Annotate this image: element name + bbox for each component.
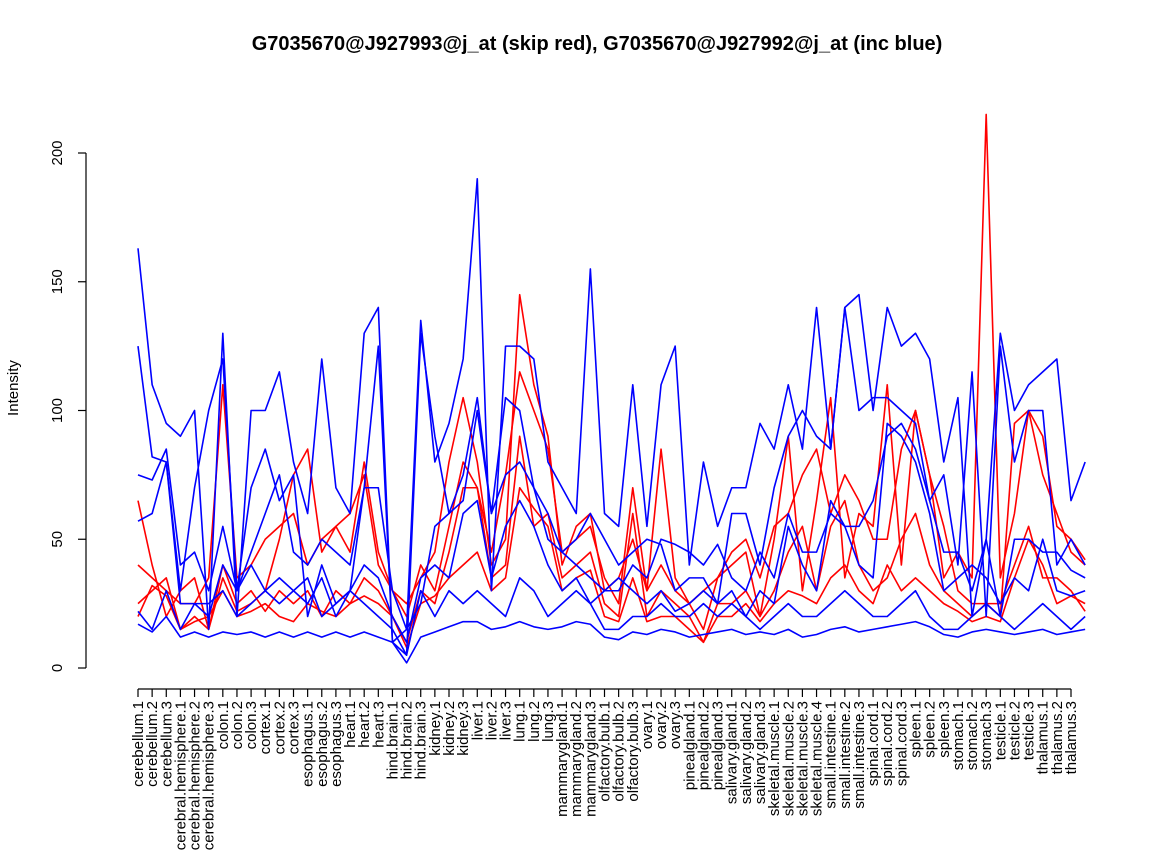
x-tick-label: colon.2 — [229, 701, 246, 749]
x-tick-label: olfactory.bulb.3 — [625, 701, 642, 802]
x-tick-label: small.intestine.2 — [837, 701, 854, 809]
x-tick-label: olfactory.bulb.1 — [597, 701, 614, 802]
x-tick-label: heart.3 — [370, 701, 387, 748]
x-tick-label: thalamus.1 — [1035, 701, 1052, 774]
x-tick-label: esophagus.1 — [300, 701, 317, 787]
x-axis: cerebellum.1cerebellum.2cerebellum.3cere… — [130, 688, 1080, 850]
x-tick-label: cortex.3 — [286, 701, 303, 754]
chart-title: G7035670@J927993@j_at (skip red), G70356… — [252, 33, 943, 55]
x-tick-label: esophagus.2 — [314, 701, 331, 787]
x-tick-label: cerebral.hemisphere.3 — [201, 701, 218, 850]
x-tick-label: skeletal.muscle.2 — [780, 701, 797, 816]
x-tick-label: heart.2 — [356, 701, 373, 748]
x-tick-label: spinal.cord.3 — [893, 701, 910, 786]
x-tick-label: testicle.1 — [992, 701, 1009, 760]
x-tick-label: spinal.cord.1 — [865, 701, 882, 786]
x-tick-label: cerebral.hemisphere.1 — [172, 701, 189, 850]
x-tick-label: colon.3 — [243, 701, 260, 749]
x-tick-label: thalamus.2 — [1049, 701, 1066, 774]
x-tick-label: spleen.1 — [908, 701, 925, 758]
x-tick-label: stomach.2 — [964, 701, 981, 770]
x-tick-label: liver.2 — [483, 701, 500, 740]
x-tick-label: ovary.1 — [639, 701, 656, 749]
x-tick-label: colon.1 — [215, 701, 232, 749]
x-tick-label: stomach.3 — [978, 701, 995, 770]
x-tick-label: lung.2 — [526, 701, 543, 742]
x-tick-label: salivary.gland.3 — [752, 701, 769, 804]
x-tick-label: hind.brain.1 — [384, 701, 401, 779]
x-tick-label: pinealgland.1 — [681, 701, 698, 790]
series-line-9-blue — [137, 577, 1086, 656]
x-tick-label: lung.1 — [512, 701, 529, 742]
series-line-7-blue — [137, 409, 1086, 631]
x-tick-label: cerebellum.3 — [158, 701, 175, 787]
x-tick-label: kidney.2 — [441, 701, 458, 756]
x-tick-label: hind.brain.2 — [399, 701, 416, 779]
y-axis-label: Intensity — [5, 360, 22, 416]
x-tick-label: small.intestine.3 — [851, 701, 868, 809]
x-tick-label: salivary.gland.2 — [738, 701, 755, 804]
x-tick-label: testicle.2 — [1006, 701, 1023, 760]
x-tick-label: cerebellum.1 — [130, 701, 147, 787]
x-tick-label: testicle.3 — [1021, 701, 1038, 760]
x-tick-label: skeletal.muscle.4 — [809, 701, 826, 816]
y-tick-label: 0 — [49, 664, 66, 672]
x-tick-label: kidney.3 — [455, 701, 472, 756]
series-line-4-red — [137, 486, 1086, 649]
x-tick-label: mammarygland.3 — [582, 701, 599, 817]
y-tick-label: 200 — [49, 140, 66, 165]
x-tick-label: spleen.3 — [936, 701, 953, 758]
x-tick-label: liver.1 — [469, 701, 486, 740]
x-tick-label: hind.brain.3 — [413, 701, 430, 779]
x-tick-label: mammarygland.1 — [554, 701, 571, 817]
x-tick-label: esophagus.3 — [328, 701, 345, 787]
x-tick-label: spleen.2 — [922, 701, 939, 758]
x-tick-label: olfactory.bulb.2 — [611, 701, 628, 802]
x-tick-label: stomach.1 — [950, 701, 967, 770]
x-tick-label: lung.3 — [540, 701, 557, 742]
x-tick-label: skeletal.muscle.1 — [766, 701, 783, 816]
x-tick-label: salivary.gland.1 — [724, 701, 741, 804]
x-tick-label: ovary.2 — [653, 701, 670, 749]
x-tick-label: kidney.1 — [427, 701, 444, 756]
series-line-8-blue — [137, 422, 1086, 644]
x-tick-label: pinealgland.2 — [695, 701, 712, 790]
series-line-6-blue — [137, 306, 1086, 656]
x-tick-label: cortex.2 — [271, 701, 288, 754]
x-tick-label: skeletal.muscle.3 — [794, 701, 811, 816]
x-tick-label: cerebral.hemisphere.2 — [187, 701, 204, 850]
x-tick-label: cerebellum.2 — [144, 701, 161, 787]
x-tick-label: liver.3 — [498, 701, 515, 740]
x-tick-label: spinal.cord.2 — [879, 701, 896, 786]
x-tick-label: thalamus.3 — [1063, 701, 1080, 774]
y-tick-label: 100 — [49, 398, 66, 423]
series-line-2-red — [137, 371, 1086, 618]
x-tick-label: mammarygland.2 — [568, 701, 585, 817]
y-tick-label: 50 — [49, 531, 66, 548]
series-line-3-red — [137, 435, 1086, 644]
x-tick-label: heart.1 — [342, 701, 359, 748]
x-tick-label: pinealgland.3 — [710, 701, 727, 790]
series-line-10-blue — [137, 615, 1086, 664]
x-tick-label: small.intestine.1 — [823, 701, 840, 809]
x-tick-label: cortex.1 — [257, 701, 274, 754]
x-tick-label: ovary.3 — [667, 701, 684, 749]
series-line-5-blue — [137, 177, 1086, 644]
y-axis: 0 50 100 150 200 — [49, 140, 87, 672]
series-layer — [137, 113, 1086, 664]
y-tick-label: 150 — [49, 269, 66, 294]
